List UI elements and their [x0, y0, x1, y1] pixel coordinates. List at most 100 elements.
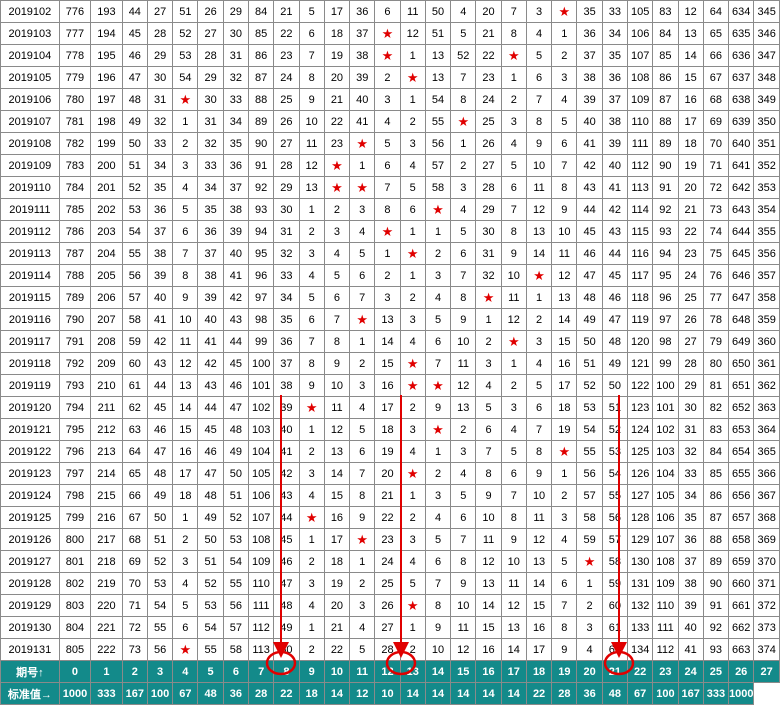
data-cell: 14 [173, 397, 198, 419]
data-cell: 14 [324, 463, 349, 485]
data-cell: 4 [425, 287, 450, 309]
data-cell: 55 [425, 111, 450, 133]
data-cell: 82 [703, 397, 728, 419]
data-cell: 42 [577, 155, 602, 177]
data-cell: 789 [59, 287, 90, 309]
star-icon: ★ [407, 70, 419, 85]
data-cell: 71 [703, 155, 728, 177]
period-cell: 2019118 [1, 353, 60, 375]
data-cell: 38 [602, 111, 627, 133]
data-cell: 100 [653, 375, 678, 397]
data-cell: 6 [350, 441, 375, 463]
data-cell: 54 [577, 419, 602, 441]
data-cell: 54 [425, 89, 450, 111]
data-cell: ★ [350, 529, 375, 551]
data-cell: 21 [274, 1, 299, 23]
footer-cell: 28 [249, 683, 274, 705]
data-cell: 40 [147, 287, 172, 309]
data-cell: 31 [274, 221, 299, 243]
data-cell: 796 [59, 441, 90, 463]
data-cell: 46 [274, 551, 299, 573]
data-cell: 347 [754, 45, 780, 67]
data-cell: 45 [577, 221, 602, 243]
data-cell: 3 [526, 331, 551, 353]
data-cell: 778 [59, 45, 90, 67]
data-cell: 49 [147, 485, 172, 507]
footer-cell: 167 [122, 683, 147, 705]
data-cell: 20 [324, 595, 349, 617]
data-cell: 86 [249, 45, 274, 67]
data-cell: 108 [628, 67, 653, 89]
data-cell: 44 [147, 375, 172, 397]
data-cell: 38 [274, 375, 299, 397]
data-cell: 84 [249, 1, 274, 23]
data-cell: 50 [198, 529, 223, 551]
data-cell: 11 [501, 287, 526, 309]
data-cell: 349 [754, 89, 780, 111]
data-cell: 6 [375, 1, 400, 23]
data-cell: 6 [173, 617, 198, 639]
data-cell: 13 [425, 67, 450, 89]
data-cell: 4 [425, 507, 450, 529]
data-cell: 27 [375, 617, 400, 639]
data-cell: 78 [703, 309, 728, 331]
data-cell: 4 [451, 463, 476, 485]
data-cell: 28 [476, 177, 501, 199]
data-cell: 61 [602, 617, 627, 639]
data-cell: 367 [754, 485, 780, 507]
data-cell: 9 [299, 89, 324, 111]
data-cell: 55 [223, 573, 248, 595]
data-cell: 32 [147, 111, 172, 133]
data-cell: 12 [451, 639, 476, 661]
data-cell: 28 [147, 23, 172, 45]
data-cell: 1 [400, 485, 425, 507]
data-cell: 7 [425, 353, 450, 375]
data-cell: ★ [375, 45, 400, 67]
footer-cell: 333 [703, 683, 728, 705]
header-cell: 11 [350, 661, 375, 683]
data-cell: 26 [476, 133, 501, 155]
data-cell: 17 [173, 463, 198, 485]
header-cell: 13 [400, 661, 425, 683]
data-cell: 85 [249, 23, 274, 45]
star-icon: ★ [508, 48, 520, 63]
data-cell: 106 [653, 507, 678, 529]
data-cell: 198 [91, 111, 122, 133]
table-row: 201910878219950332323590271123★535612649… [1, 133, 780, 155]
header-cell: 0 [59, 661, 90, 683]
data-cell: 50 [577, 331, 602, 353]
data-cell: 23 [375, 529, 400, 551]
data-cell: 94 [653, 243, 678, 265]
data-cell: 45 [274, 529, 299, 551]
data-cell: 58 [122, 309, 147, 331]
data-cell: 3 [577, 617, 602, 639]
data-cell: 643 [729, 199, 754, 221]
data-cell: 66 [122, 485, 147, 507]
data-cell: 33 [147, 133, 172, 155]
data-cell: 2 [400, 397, 425, 419]
data-cell: 32 [198, 133, 223, 155]
data-cell: 356 [754, 243, 780, 265]
period-cell: 2019125 [1, 507, 60, 529]
period-cell: 2019117 [1, 331, 60, 353]
data-cell: 209 [91, 353, 122, 375]
data-cell: 17 [678, 111, 703, 133]
data-cell: 219 [91, 573, 122, 595]
data-cell: 5 [324, 265, 349, 287]
table-row: 20191037771944528522730852261837★1251521… [1, 23, 780, 45]
footer-cell: 14 [400, 683, 425, 705]
data-cell: 9 [501, 529, 526, 551]
data-cell: 36 [147, 199, 172, 221]
data-cell: 87 [653, 89, 678, 111]
data-cell: 11 [501, 573, 526, 595]
data-cell: 348 [754, 67, 780, 89]
data-cell: 110 [628, 111, 653, 133]
header-cell: 16 [476, 661, 501, 683]
data-cell: 663 [729, 639, 754, 661]
data-cell: 355 [754, 221, 780, 243]
data-cell: 51 [198, 551, 223, 573]
data-cell: 116 [628, 243, 653, 265]
data-cell: 6 [526, 67, 551, 89]
data-cell: 11 [400, 1, 425, 23]
data-cell: 53 [223, 529, 248, 551]
